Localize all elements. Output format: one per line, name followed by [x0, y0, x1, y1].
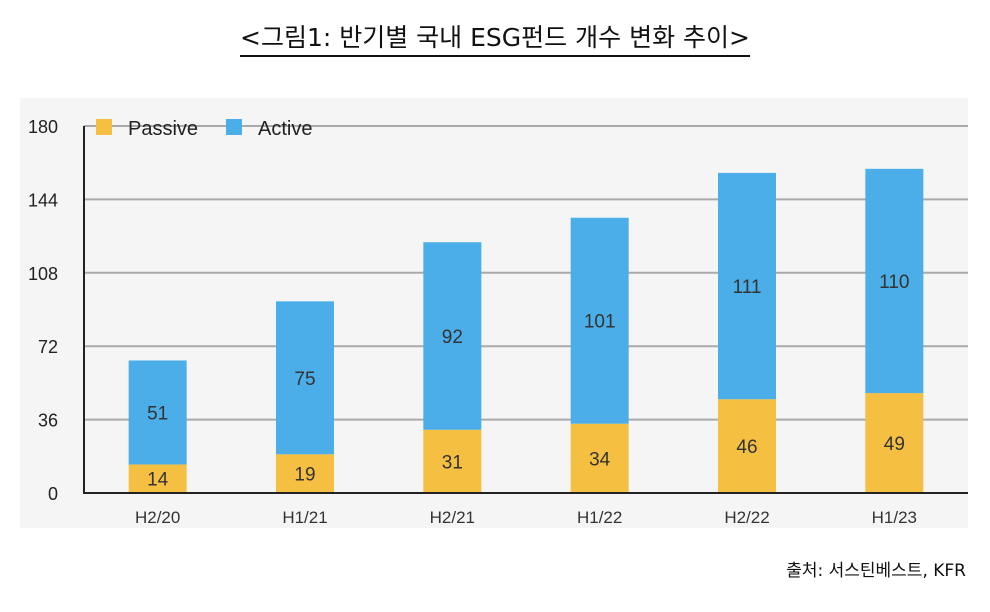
- y-tick-label: 180: [28, 117, 58, 137]
- x-tick-label: H2/20: [135, 508, 180, 527]
- bar-passive: [865, 393, 924, 493]
- x-tick-label: H2/21: [430, 508, 475, 527]
- x-tick-label: H2/22: [724, 508, 769, 527]
- data-label: 51: [147, 403, 168, 424]
- data-label: 92: [442, 327, 463, 348]
- y-tick-label: 144: [28, 190, 58, 210]
- y-tick-label: 72: [38, 337, 58, 357]
- data-label: 34: [589, 449, 611, 470]
- bar-passive: [423, 429, 482, 493]
- data-label: 75: [294, 369, 315, 390]
- legend-label-passive: Passive: [128, 118, 198, 140]
- bar-passive: [570, 423, 629, 493]
- bar-active: [276, 301, 334, 455]
- legend-label-active: Active: [258, 118, 312, 140]
- chart-title: <그림1: 반기별 국내 ESG펀드 개수 변화 추이>: [0, 18, 990, 57]
- data-label: 111: [733, 277, 762, 298]
- y-tick-label: 108: [28, 264, 58, 284]
- data-label: 49: [884, 434, 905, 455]
- bar-active: [718, 172, 776, 400]
- bar-passive: [128, 464, 187, 493]
- data-label: 19: [294, 465, 315, 486]
- source-note: 출처: 서스틴베스트, KFR: [786, 561, 966, 581]
- y-tick-label: 36: [38, 411, 58, 431]
- bar-active: [423, 242, 482, 430]
- x-tick-label: H1/21: [282, 508, 327, 527]
- data-label: 46: [736, 437, 757, 458]
- y-tick-label: 0: [48, 484, 58, 504]
- x-tick-label: H1/22: [577, 508, 622, 527]
- x-tick-label: H1/23: [872, 508, 917, 527]
- legend-swatch-passive: [96, 119, 112, 135]
- data-label: 101: [584, 312, 616, 333]
- data-label: 31: [442, 452, 463, 473]
- bar-active: [570, 217, 629, 424]
- legend-swatch-active: [226, 119, 242, 135]
- bar-active: [128, 360, 187, 465]
- chart-title-text: <그림1: 반기별 국내 ESG펀드 개수 변화 추이>: [240, 23, 750, 57]
- bar-active: [865, 168, 924, 394]
- data-label: 110: [879, 272, 909, 293]
- bar-passive: [276, 454, 334, 493]
- data-label: 14: [147, 470, 169, 491]
- bar-passive: [718, 399, 776, 493]
